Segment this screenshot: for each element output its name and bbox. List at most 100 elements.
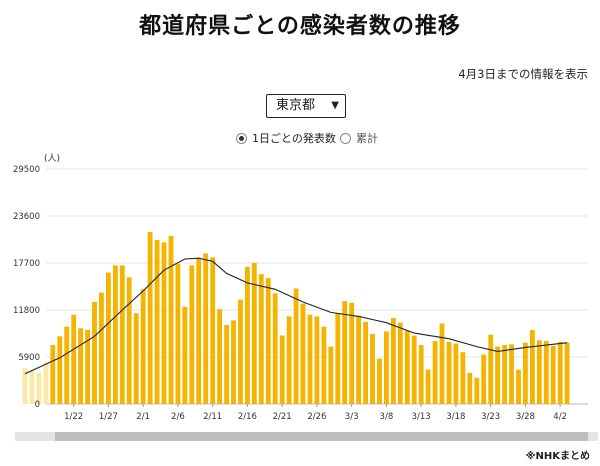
bar xyxy=(335,313,341,404)
bar xyxy=(342,301,348,404)
bar xyxy=(453,343,459,404)
bar xyxy=(543,341,549,404)
bar xyxy=(550,345,556,404)
bar xyxy=(196,258,202,404)
source-note: ※NHKまとめ xyxy=(525,451,590,462)
bar xyxy=(161,242,167,404)
bar xyxy=(133,313,139,404)
bar xyxy=(349,302,355,404)
chevron-down-icon: ▼ xyxy=(331,100,339,111)
bar xyxy=(432,341,438,404)
radio-total[interactable]: 累計 xyxy=(340,130,378,146)
bar xyxy=(404,330,410,404)
bar xyxy=(425,369,431,404)
x-tick-label: 3/13 xyxy=(412,412,431,422)
prefecture-select-value: 東京都 xyxy=(276,98,316,113)
x-tick-label: 3/18 xyxy=(446,412,465,422)
bar xyxy=(370,333,375,404)
prefecture-select[interactable]: 東京都 ▼ xyxy=(266,94,346,118)
bar xyxy=(488,334,494,404)
y-tick-label: 5900 xyxy=(18,353,40,363)
y-tick-label: 23600 xyxy=(13,212,40,222)
x-tick-label: 3/28 xyxy=(516,412,535,422)
bar xyxy=(85,329,90,404)
bar xyxy=(71,314,77,404)
bar xyxy=(391,318,396,404)
bar xyxy=(119,265,125,404)
x-tick-label: 3/8 xyxy=(380,412,394,422)
x-tick-label: 2/21 xyxy=(273,412,292,422)
bar xyxy=(446,341,452,404)
x-tick-label: 4/2 xyxy=(553,412,567,422)
bar xyxy=(300,303,306,404)
radio-daily-label: 1日ごとの発表数 xyxy=(252,132,336,145)
bar xyxy=(536,340,542,404)
bar xyxy=(509,344,514,404)
x-tick-label: 3/3 xyxy=(345,412,359,422)
y-tick-label: 0 xyxy=(35,400,40,410)
bar xyxy=(251,263,257,404)
bar xyxy=(168,235,174,404)
bar xyxy=(439,323,445,404)
bar xyxy=(22,368,28,404)
x-tick-label: 2/26 xyxy=(307,412,326,422)
bar xyxy=(126,277,132,404)
bar xyxy=(29,370,35,404)
bar xyxy=(265,278,271,404)
radio-daily-icon xyxy=(236,132,247,144)
chart-axes: (人) 29500 23600 17700 11800 5900 0 1/22 1/27 2/1… xyxy=(13,153,567,422)
bar xyxy=(113,265,118,404)
bar xyxy=(36,372,42,404)
bar xyxy=(411,335,417,404)
average-line xyxy=(24,257,568,375)
bar xyxy=(530,329,535,404)
bar xyxy=(557,341,563,404)
bar xyxy=(523,342,528,404)
bar xyxy=(106,272,111,404)
y-tick-label: 11800 xyxy=(13,306,40,316)
bar xyxy=(238,299,243,404)
bar xyxy=(286,316,292,404)
bar xyxy=(245,267,250,404)
bar xyxy=(182,306,188,404)
x-tick-label: 3/23 xyxy=(481,412,500,422)
bar xyxy=(203,253,209,404)
bar xyxy=(231,320,236,404)
bar xyxy=(502,345,507,404)
bar xyxy=(43,362,49,404)
bar xyxy=(50,345,56,404)
radio-daily[interactable]: 1日ごとの発表数 xyxy=(236,130,336,146)
bar xyxy=(279,335,285,404)
bar xyxy=(147,231,153,404)
scrollbar-thumb[interactable] xyxy=(55,432,588,441)
bar xyxy=(495,346,500,404)
bar xyxy=(140,289,146,404)
x-tick-label: 2/11 xyxy=(203,412,222,422)
bar xyxy=(481,354,487,404)
radio-total-icon xyxy=(340,132,351,144)
x-tick-label: 1/27 xyxy=(99,412,118,422)
bar xyxy=(321,326,327,404)
bar xyxy=(328,346,334,404)
bar xyxy=(57,336,63,404)
bar xyxy=(307,314,313,404)
chart-line xyxy=(24,257,568,375)
bar xyxy=(175,263,181,404)
bar xyxy=(189,265,195,404)
x-tick-label: 2/16 xyxy=(238,412,257,422)
bar xyxy=(564,342,570,404)
bar xyxy=(314,316,320,404)
bar xyxy=(99,292,104,404)
y-tick-label: 17700 xyxy=(13,259,40,269)
bar xyxy=(224,325,229,404)
bar xyxy=(356,315,361,404)
y-unit-label: (人) xyxy=(44,153,60,164)
x-tick-label: 2/1 xyxy=(136,412,150,422)
bar xyxy=(384,331,389,404)
bar xyxy=(377,358,382,404)
bar xyxy=(516,369,521,404)
chart-scrollbar[interactable] xyxy=(15,432,598,441)
bar xyxy=(474,377,480,404)
page-title: 都道府県ごとの感染者数の推移 xyxy=(139,14,461,39)
x-tick-label: 1/22 xyxy=(64,412,83,422)
